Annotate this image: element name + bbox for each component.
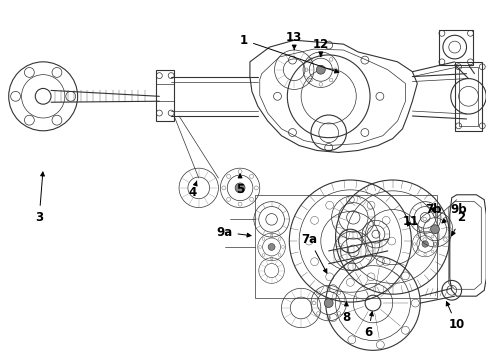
Text: 6: 6 [364,312,373,339]
Circle shape [317,65,325,74]
Circle shape [268,243,275,251]
Circle shape [324,299,333,307]
Bar [156,70,174,121]
Text: 9b: 9b [442,203,467,223]
Circle shape [431,225,440,234]
Bar [439,30,473,65]
Bar [255,195,437,298]
Text: 7b: 7b [425,203,441,216]
Text: 7a: 7a [301,233,327,273]
Text: 8: 8 [343,302,350,324]
Text: 3: 3 [35,172,45,224]
Text: 10: 10 [446,302,465,331]
Text: 2: 2 [452,211,466,236]
Bar [459,67,478,126]
Text: 5: 5 [236,174,244,196]
Text: 11: 11 [402,215,418,228]
Text: 12: 12 [313,38,329,56]
Text: 4: 4 [189,181,197,199]
Text: 1: 1 [240,34,339,73]
Circle shape [235,183,245,193]
Text: 13: 13 [286,31,302,49]
Bar [455,62,482,131]
Circle shape [422,241,428,247]
Text: 9a: 9a [216,226,251,239]
